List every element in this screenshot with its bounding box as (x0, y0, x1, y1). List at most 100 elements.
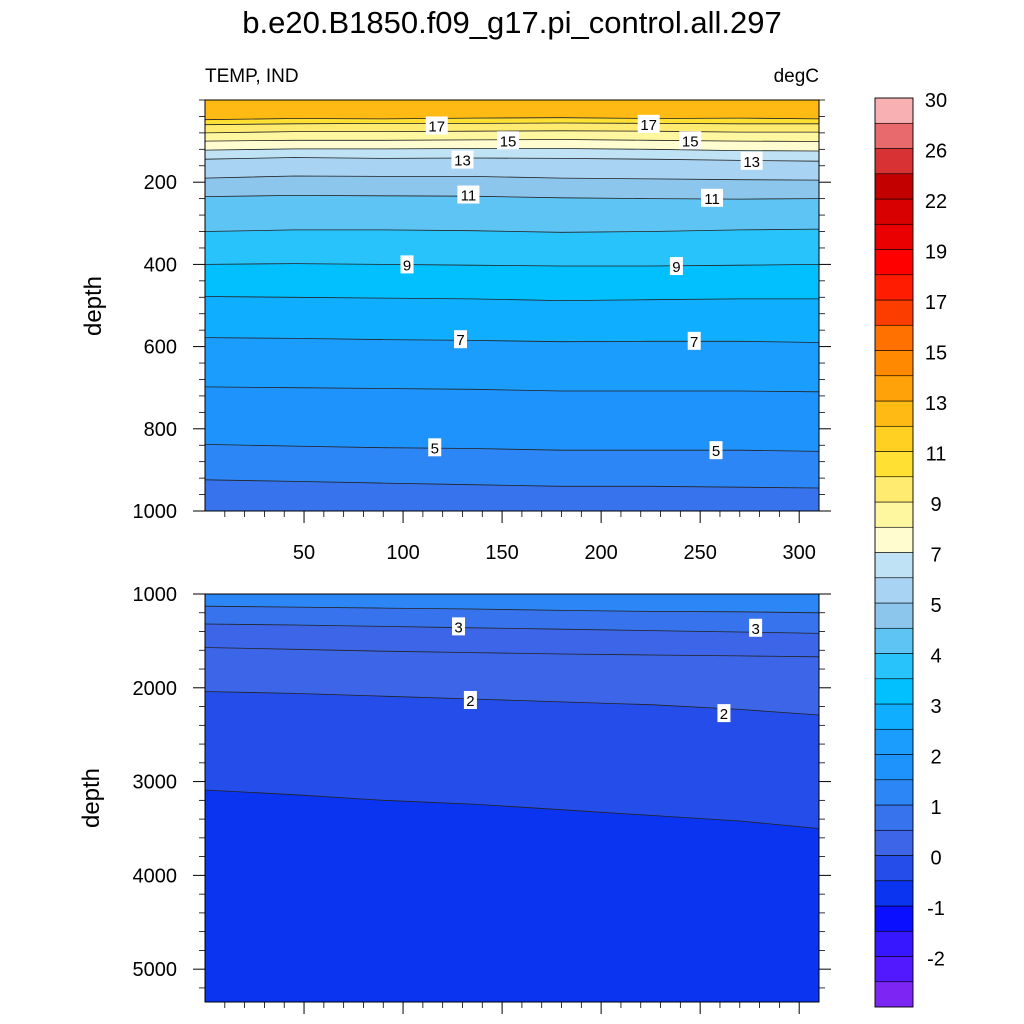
colorbar-label-13: 13 (925, 393, 947, 415)
upper-x-tick-label-150: 150 (485, 542, 518, 564)
colorbar-label-22: 22 (925, 191, 947, 213)
upper-isotherm-6 (205, 386, 819, 393)
lower-y-tick-label-5000: 5000 (133, 959, 178, 981)
lower-panel: 3 3 2 2 1000 2000 3000 4000 5000 (133, 584, 831, 1014)
colorbar-box-20 (874, 476, 914, 503)
upper-contour-label-bg-0 (425, 116, 448, 135)
lower-isotherm-4 (205, 605, 819, 614)
colorbar-box-6 (874, 829, 914, 856)
upper-contour-label-text-11: 7 (690, 334, 698, 351)
lower-y-tick-label-1000: 1000 (133, 584, 178, 606)
colorbar-box-4 (874, 880, 914, 907)
upper-y-tick-label-800: 800 (144, 419, 177, 441)
upper-band-4 (205, 479, 819, 511)
upper-contour-label-text-1: 17 (640, 117, 657, 134)
colorbar-box-28 (874, 274, 914, 301)
upper-isotherm-17 (205, 122, 819, 126)
lower-y-tick-label-3000: 3000 (133, 772, 178, 794)
colorbar-label-3: 3 (930, 696, 941, 718)
colorbar-label-4: 4 (930, 646, 941, 668)
upper-contour-label-text-0: 17 (428, 118, 445, 135)
upper-isotherm-8 (205, 296, 819, 302)
upper-contour-label-10: 7 (454, 330, 468, 349)
upper-isotherm-12 (205, 175, 819, 181)
colorbar-box-10 (874, 728, 914, 755)
upper-y-tick-label-400: 400 (144, 254, 177, 276)
upper-isotherm-7 (205, 337, 819, 343)
colorbar-box-14 (874, 627, 914, 654)
colorbar-box-31 (874, 198, 914, 225)
upper-contour-label-0: 17 (425, 116, 448, 135)
upper-contour-label-6: 11 (457, 185, 480, 205)
upper-contour-label-5: 13 (740, 151, 763, 171)
colorbar-box-19 (874, 501, 914, 528)
colorbar-box-22 (874, 425, 914, 452)
colorbar-box-26 (874, 324, 914, 351)
lower-contour-label-3: 2 (717, 704, 731, 723)
colorbar-box-24 (874, 375, 914, 402)
upper-contour-label-bg-10 (454, 330, 468, 349)
colorbar-label-5: 5 (930, 595, 941, 617)
lower-contour-label-1: 3 (749, 618, 763, 638)
upper-contour-label-bg-13 (709, 441, 723, 460)
upper-contour-label-text-12: 5 (431, 440, 439, 457)
upper-contour-label-bg-7 (701, 188, 724, 207)
lower-contour-label-text-2: 2 (466, 693, 474, 710)
colorbar-box-15 (874, 602, 914, 629)
colorbar-box-13 (874, 653, 914, 680)
colorbar-box-25 (874, 350, 914, 377)
colorbar-box-18 (874, 526, 914, 553)
lower-contour-label-text-3: 2 (720, 706, 728, 723)
upper-contour-label-7: 11 (701, 188, 724, 208)
upper-y-axis-title: depth (80, 276, 107, 336)
upper-isotherm-10 (205, 228, 819, 233)
upper-y-tick-label-600: 600 (144, 337, 177, 359)
lower-contour-label-bg-1 (749, 618, 763, 637)
colorbar-box-8 (874, 779, 914, 806)
upper-frame (204, 99, 820, 512)
upper-contour-label-bg-1 (637, 114, 660, 133)
upper-isotherm-4 (205, 479, 819, 489)
upper-contour-label-bg-11 (687, 331, 701, 350)
upper-contour-label-1: 17 (637, 114, 660, 134)
lower-y-axis-title: depth (78, 768, 105, 828)
upper-x-tick-label-100: 100 (386, 542, 419, 564)
units-label: degC (774, 66, 819, 87)
upper-contour-label-text-5: 13 (743, 154, 760, 171)
colorbar-box-7 (874, 804, 914, 831)
colorbar-box-16 (874, 577, 914, 604)
upper-contour-label-text-2: 15 (500, 133, 517, 150)
upper-contour-label-8: 9 (400, 255, 414, 274)
colorbar-box-2 (874, 930, 914, 957)
lower-contour-label-bg-0 (452, 617, 466, 636)
lower-contour-label-bg-2 (463, 690, 477, 709)
lower-contour-label-0: 3 (452, 617, 466, 636)
upper-y-tick-label-200: 200 (144, 172, 177, 194)
upper-isotherm-11 (205, 194, 819, 200)
colorbar-box-30 (874, 223, 914, 250)
colorbar-box-21 (874, 451, 914, 478)
lower-contour-label-text-0: 3 (454, 619, 462, 636)
colorbar-label-19: 19 (925, 242, 947, 264)
upper-contour-label-text-6: 11 (461, 188, 477, 205)
colorbar-label-1: 1 (930, 797, 941, 819)
colorbar-label-7: 7 (930, 545, 941, 567)
colorbar-label-9: 9 (930, 494, 941, 516)
upper-contour-label-text-4: 13 (454, 153, 471, 170)
colorbar-box-23 (874, 400, 914, 427)
colorbar-box-32 (874, 173, 914, 200)
upper-contour-label-9: 9 (669, 257, 683, 276)
colorbar-label-2: 2 (930, 747, 941, 769)
colorbar-label-17: 17 (925, 292, 947, 314)
upper-x-tick-label-50: 50 (293, 542, 315, 564)
upper-contour-label-3: 15 (679, 131, 702, 150)
upper-x-tick-label-300: 300 (783, 542, 816, 564)
upper-contour-label-12: 5 (428, 438, 442, 457)
lower-band-1 (205, 790, 819, 1002)
colorbar-box-5 (874, 855, 914, 882)
upper-contour-label-text-9: 9 (672, 259, 680, 276)
colorbar-label-0: 0 (930, 848, 941, 870)
colorbar-box-17 (874, 552, 914, 579)
colorbar-label--2: -2 (927, 949, 945, 971)
chart-title: b.e20.B1850.f09_g17.pi_control.all.297 (242, 5, 782, 40)
